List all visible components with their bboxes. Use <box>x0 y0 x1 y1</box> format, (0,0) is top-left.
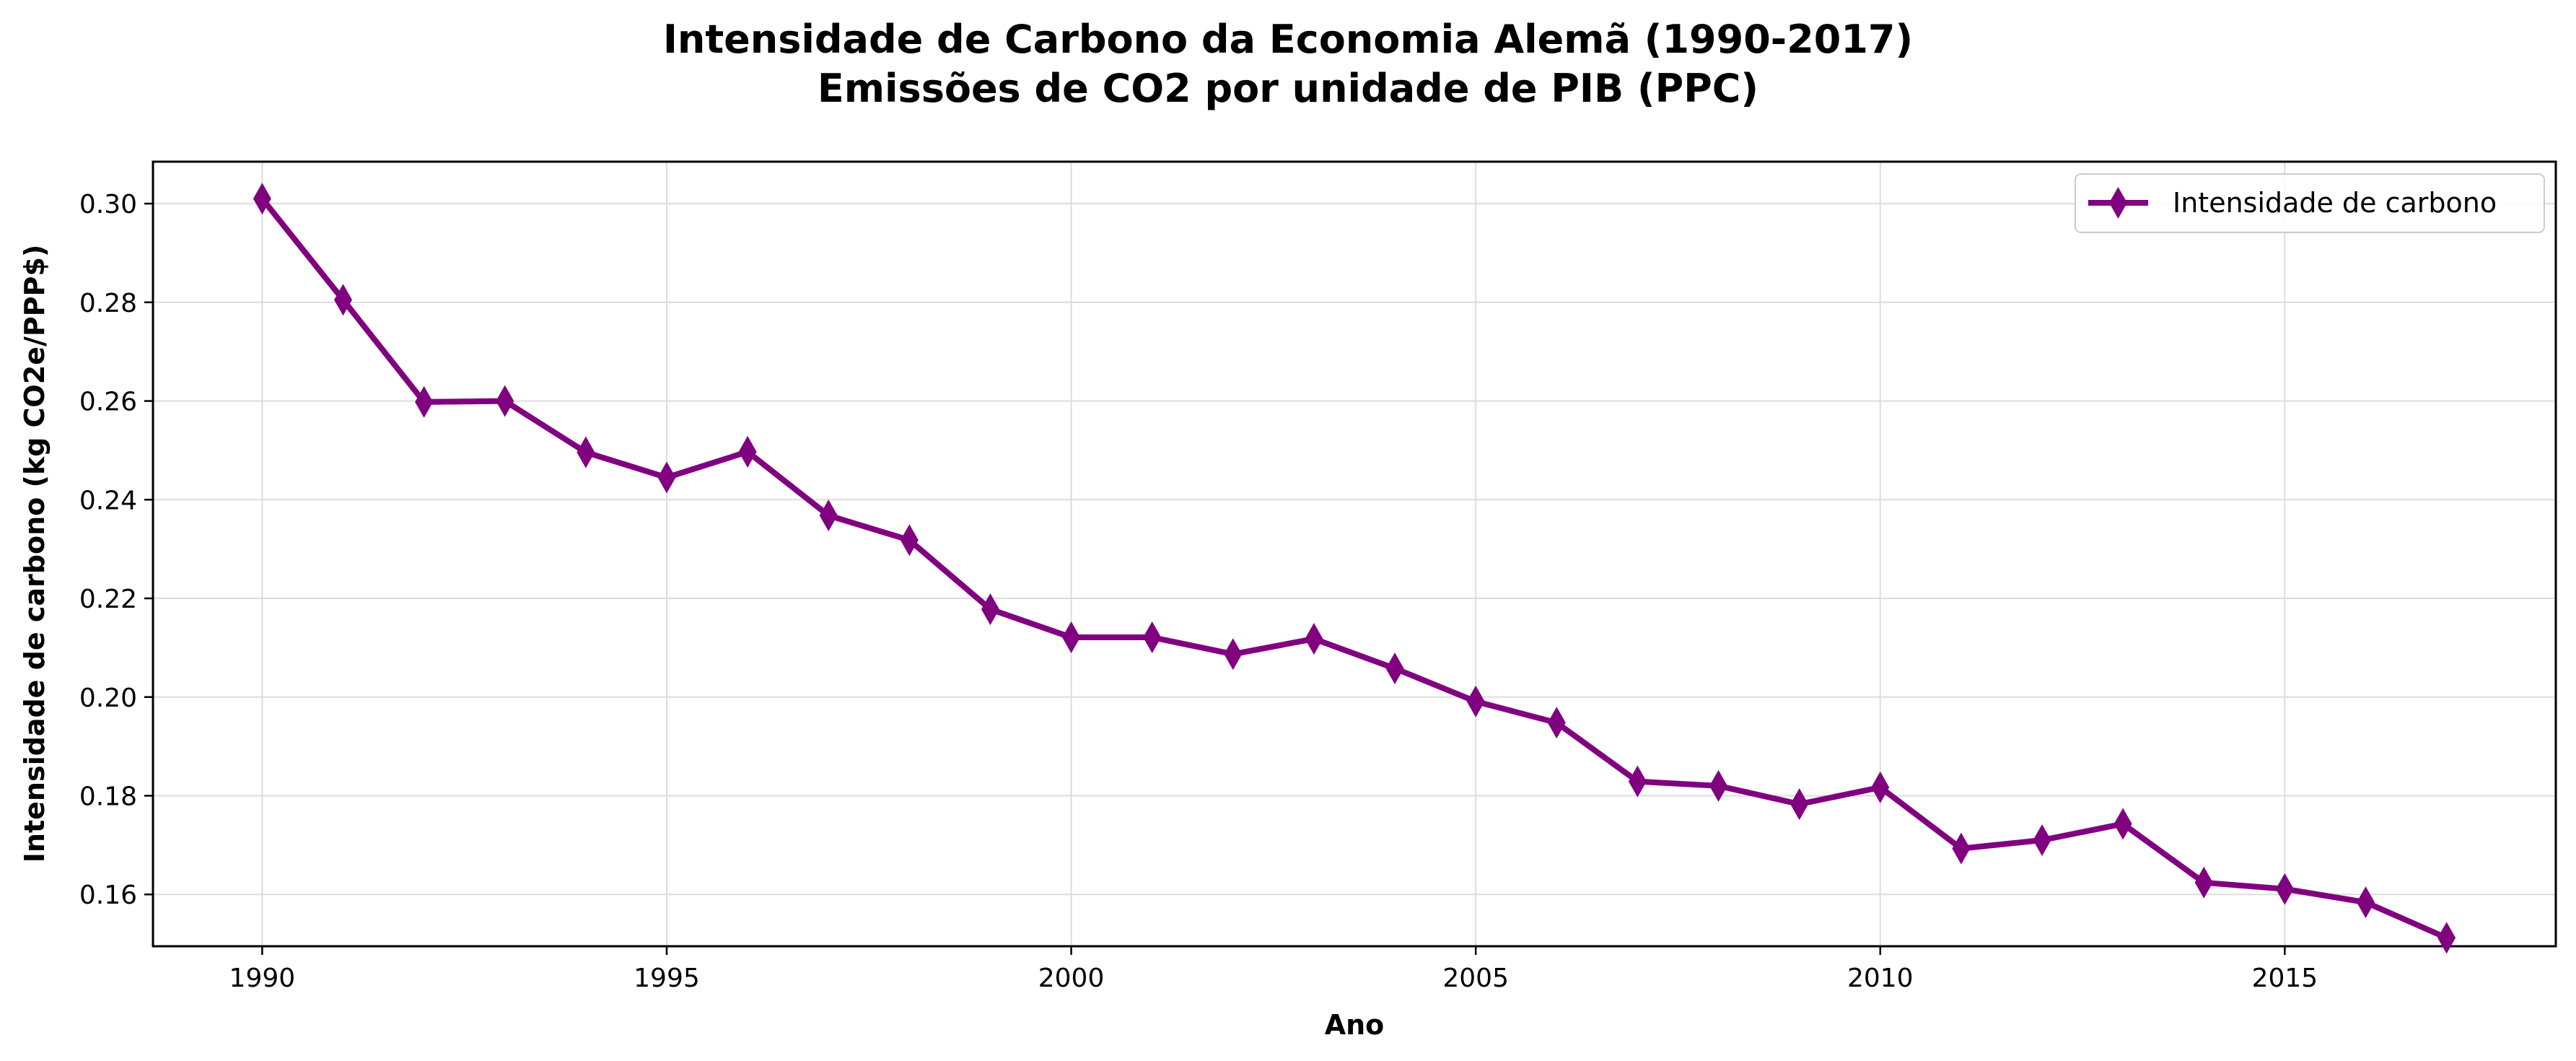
x-tick-label: 2005 <box>1442 964 1509 993</box>
chart-subtitle: Emissões de CO2 por unidade de PIB (PPC) <box>818 66 1758 111</box>
y-tick-label: 0.28 <box>79 289 137 318</box>
data-point <box>738 435 757 468</box>
data-point <box>1224 638 1243 671</box>
data-point <box>1547 707 1566 739</box>
legend-label: Intensidade de carbono <box>2173 187 2497 219</box>
data-point <box>1062 621 1081 654</box>
x-tick-label: 2015 <box>2252 964 2318 993</box>
data-point <box>577 436 595 468</box>
y-tick-label: 0.16 <box>79 881 137 910</box>
y-tick-label: 0.22 <box>79 585 137 614</box>
x-tick-label: 2000 <box>1038 964 1105 993</box>
data-point <box>2113 808 2132 840</box>
y-tick-label: 0.24 <box>79 486 137 515</box>
legend-marker-swatch <box>2109 187 2127 219</box>
data-point <box>1143 621 1162 654</box>
data-point <box>1628 765 1647 798</box>
series-layer <box>253 183 2456 954</box>
data-point <box>1871 771 1890 803</box>
data-point <box>1305 623 1323 655</box>
axis-ticks: 1990 1995 2000 2005 2010 2015 0.30 0.28 0.26 0.24… <box>79 190 2318 993</box>
data-point <box>496 385 514 417</box>
data-point <box>819 499 838 532</box>
data-point <box>253 183 271 215</box>
grid <box>153 162 2556 946</box>
legend: Intensidade de carbono <box>2075 173 2545 233</box>
data-point <box>900 524 919 556</box>
x-tick-label: 2010 <box>1847 964 1914 993</box>
data-point <box>657 461 676 494</box>
data-point <box>1952 832 1971 865</box>
legend-box <box>2075 173 2545 233</box>
y-tick-label: 0.18 <box>79 782 137 811</box>
x-axis-label: Ano <box>1325 1009 1385 1041</box>
data-point <box>981 593 999 626</box>
y-tick-label: 0.20 <box>79 684 137 713</box>
data-point <box>2033 824 2051 857</box>
data-point <box>415 385 434 418</box>
data-point <box>333 284 352 316</box>
series-line <box>259 196 2450 941</box>
data-point <box>2275 873 2294 905</box>
plot-frame <box>152 160 2557 948</box>
data-point <box>2357 886 2375 919</box>
data-point <box>1790 788 1809 821</box>
data-point <box>1709 769 1728 802</box>
y-axis-label: Intensidade de carbono (kg CO2e/PPP$) <box>19 245 51 863</box>
chart-title: Intensidade de Carbono da Economia Alemã… <box>663 17 1913 62</box>
y-tick-label: 0.30 <box>79 190 137 219</box>
data-point <box>1385 652 1404 685</box>
data-point <box>2437 922 2456 954</box>
data-point <box>2194 866 2213 899</box>
data-point <box>1466 685 1485 717</box>
y-tick-label: 0.26 <box>79 388 137 417</box>
x-tick-label: 1990 <box>229 964 296 993</box>
x-tick-label: 1995 <box>634 964 700 993</box>
